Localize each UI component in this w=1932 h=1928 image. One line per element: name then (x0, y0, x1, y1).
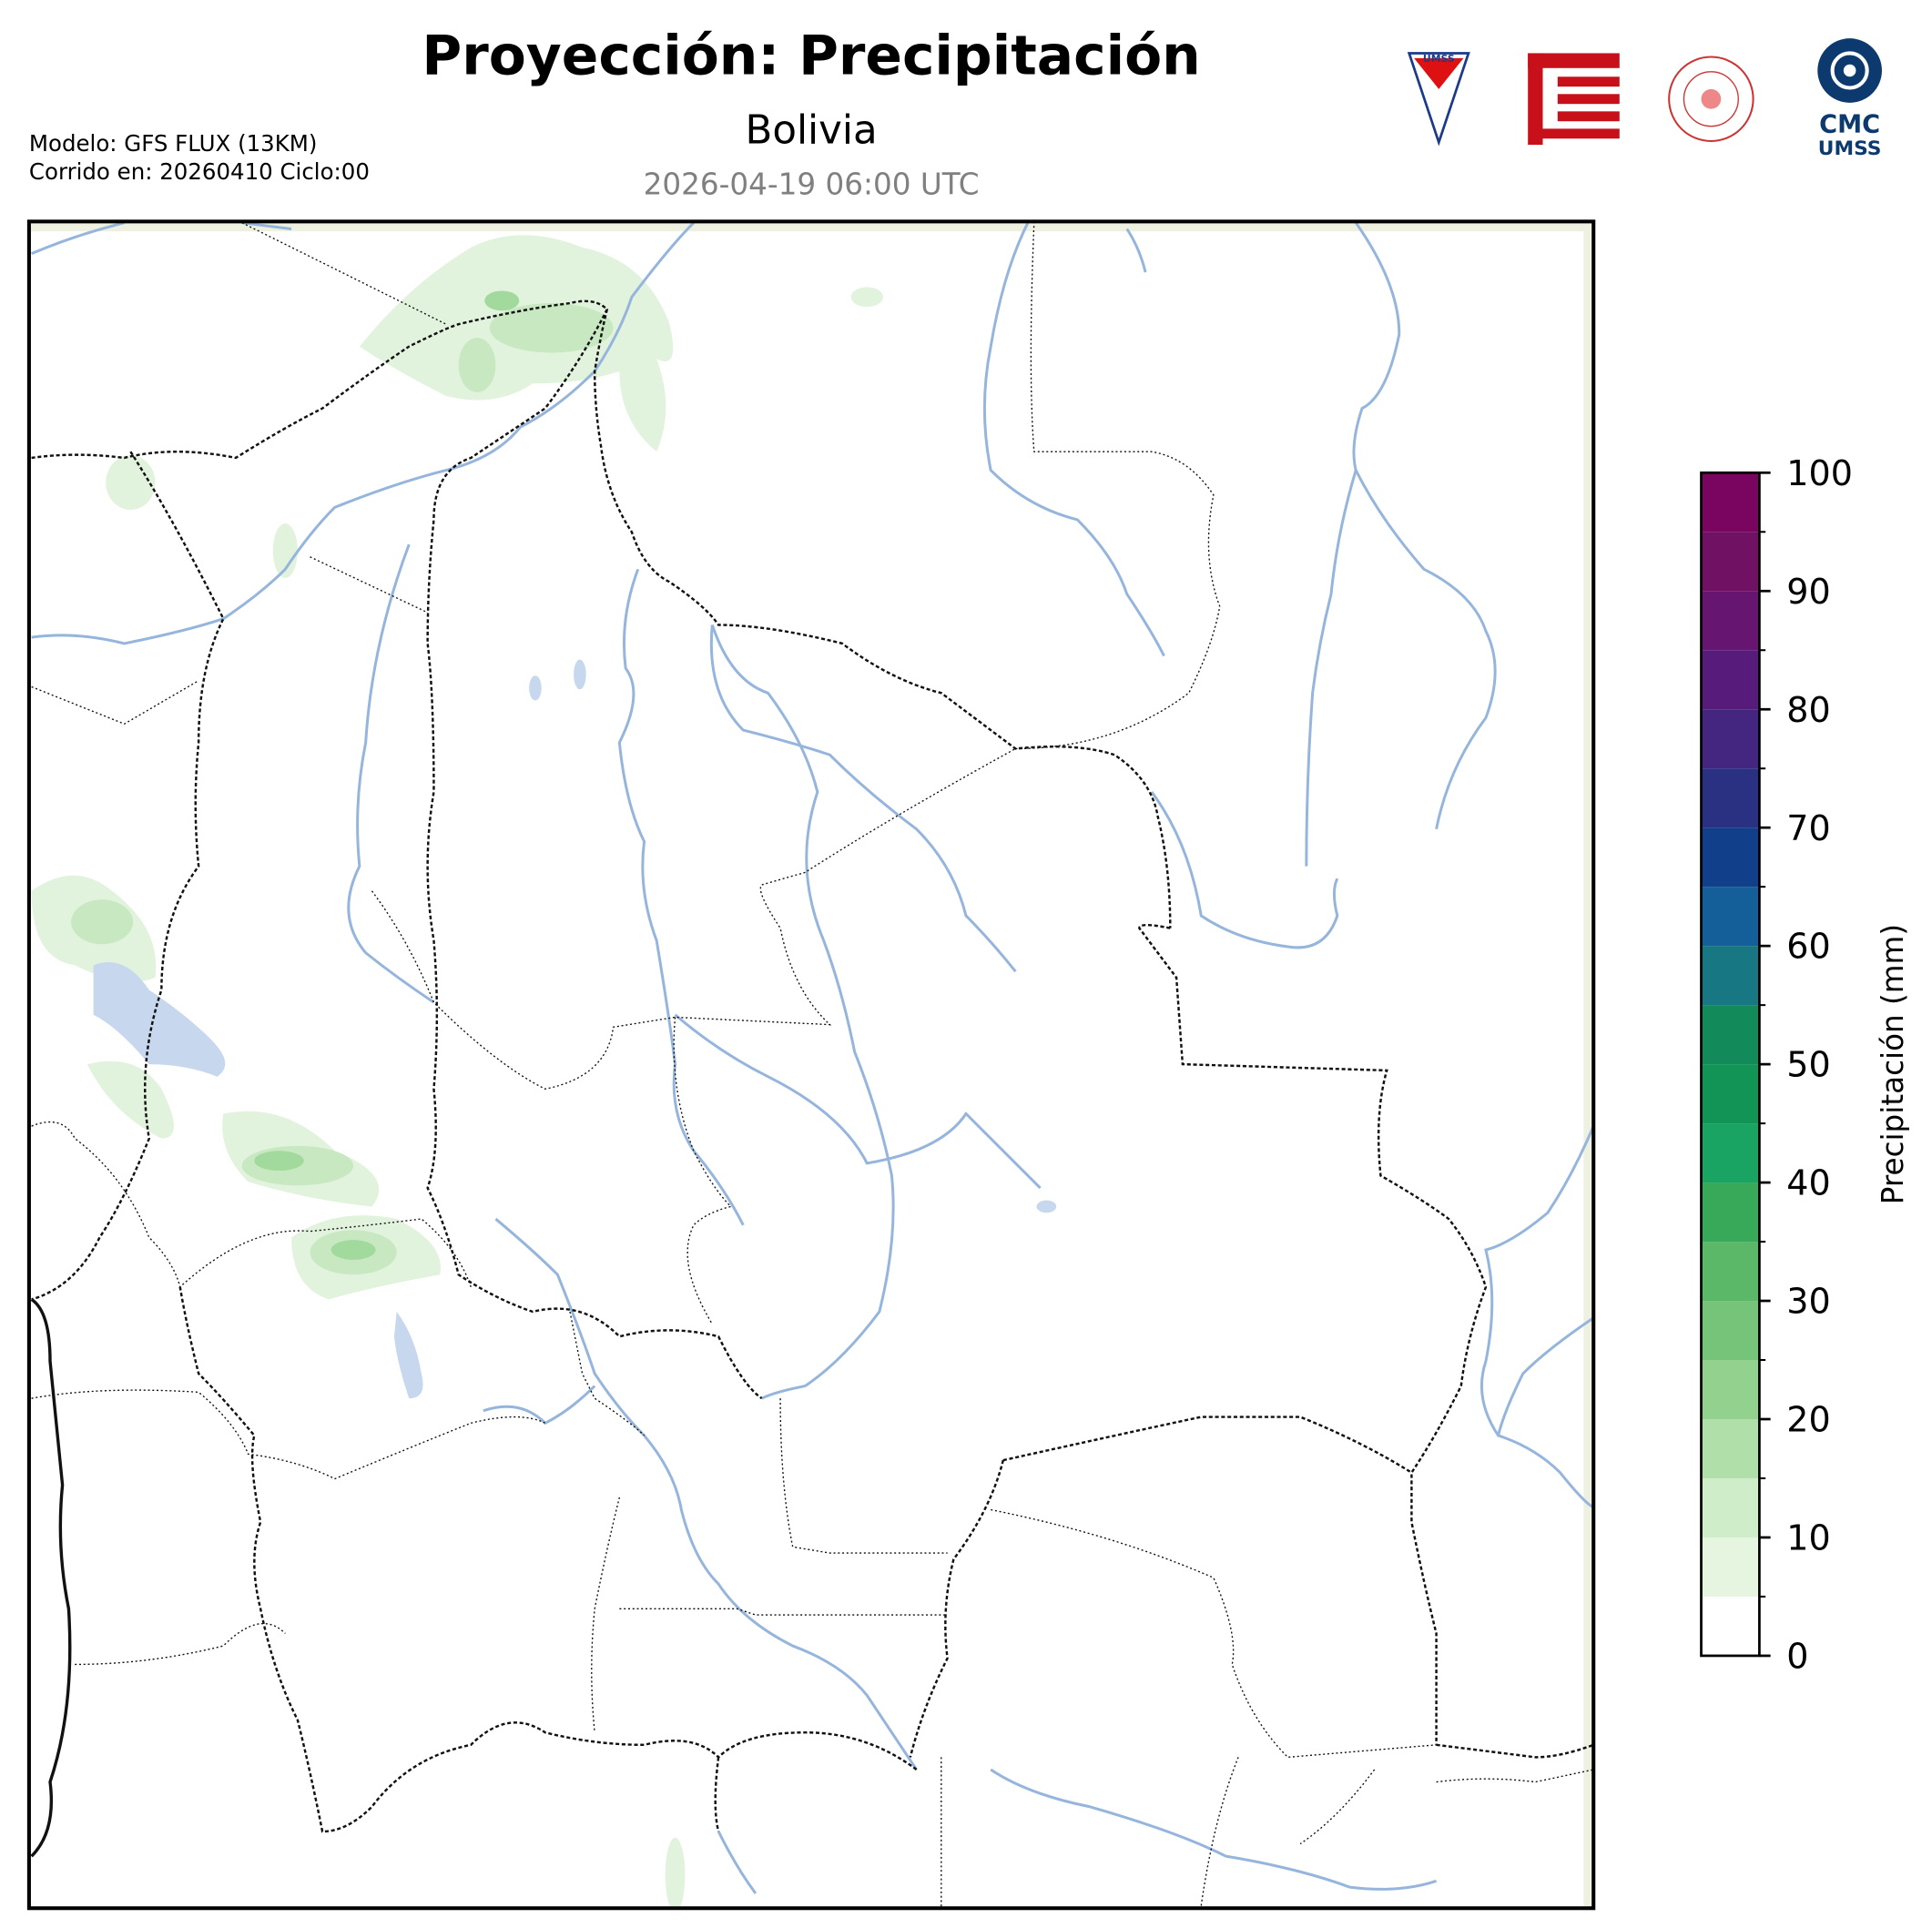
colorbar-band (1701, 1360, 1760, 1420)
colorbar-tick-label: 20 (1786, 1400, 1830, 1440)
logo-cmc: CMC UMSS (1817, 38, 1882, 160)
colorbar-tick-label: 70 (1786, 808, 1830, 848)
colorbar-band (1701, 532, 1760, 592)
colorbar-band (1701, 472, 1760, 533)
valid-time: 2026-04-19 06:00 UTC (644, 167, 980, 201)
logo-text: UMSS (1423, 53, 1455, 65)
colorbar-band (1701, 591, 1760, 651)
colorbar-tick-label: 0 (1786, 1637, 1808, 1677)
colorbar-band (1701, 827, 1760, 888)
model-line: Modelo: GFS FLUX (13KM) (29, 130, 318, 157)
colorbar-label: Precipitación (mm) (1876, 924, 1910, 1204)
colorbar-tick-label: 80 (1786, 690, 1830, 730)
precipitation-field (31, 235, 1057, 1909)
colorbar-band (1701, 1242, 1760, 1302)
colorbar-tick-label: 40 (1786, 1163, 1830, 1203)
colorbar-band (1701, 1301, 1760, 1361)
colorbar: 0 10 20 30 40 50 60 70 80 90 100 (1700, 453, 1853, 1677)
logo-fisica (1668, 56, 1754, 142)
colorbar-tick-label: 10 (1786, 1518, 1830, 1558)
department-lines (31, 222, 1594, 1909)
colorbar-band (1701, 1005, 1760, 1065)
colorbar-band (1701, 709, 1760, 769)
logo-text: UMSS (1818, 137, 1882, 160)
colorbar-band (1701, 1537, 1760, 1597)
colorbar-tick-label: 60 (1786, 927, 1830, 967)
map-frame (26, 219, 1596, 1911)
colorbar-tick-label: 30 (1786, 1282, 1830, 1322)
colorbar-band (1701, 1419, 1760, 1478)
subtitle: Bolivia (746, 108, 878, 154)
colorbar-band (1701, 1123, 1760, 1183)
colorbar-band (1701, 768, 1760, 828)
colorbar-band (1701, 946, 1760, 1006)
colorbar-band (1701, 1182, 1760, 1243)
colorbar-band (1701, 650, 1760, 710)
logo-fcyt (1528, 53, 1620, 146)
colorbar-band (1701, 1064, 1760, 1124)
colorbar-tick-label: 50 (1786, 1045, 1830, 1085)
colorbar-tick-label: 90 (1786, 572, 1830, 612)
title: Proyección: Precipitación (422, 25, 1200, 88)
model-line: Corrido en: 20260410 Ciclo:00 (29, 158, 370, 185)
colorbar-band (1701, 887, 1760, 947)
logo-umss: UMSS (1407, 52, 1470, 147)
rivers (31, 221, 1594, 1894)
map (28, 221, 1594, 1909)
colorbar-band (1701, 1477, 1760, 1537)
colorbar-band (1701, 1596, 1760, 1656)
logo-text: CMC (1819, 110, 1880, 138)
colorbar-tick-label: 100 (1786, 453, 1853, 493)
